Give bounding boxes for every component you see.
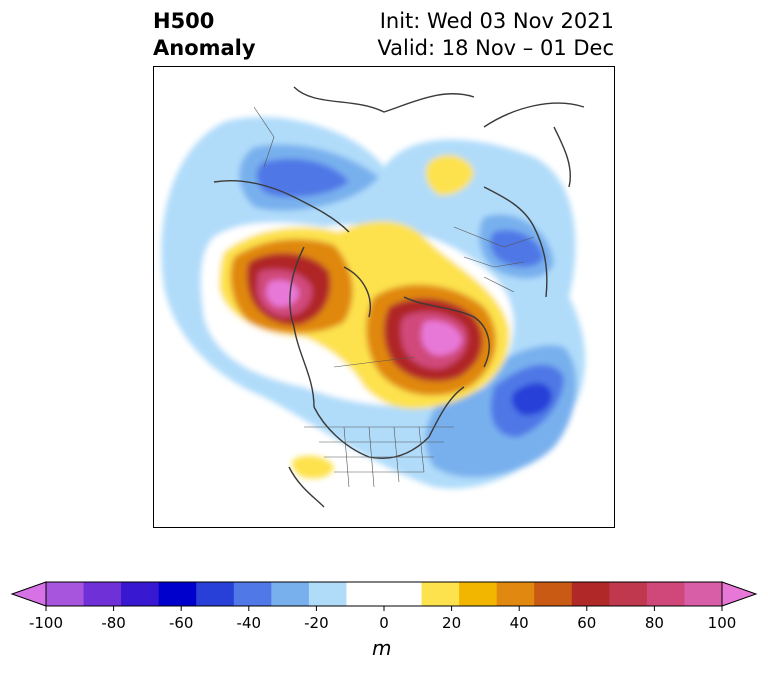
colorbar-tick-label: 80: [645, 614, 664, 632]
colorbar-segment: [646, 582, 685, 606]
colorbar-tick-label: -60: [169, 614, 194, 632]
unit-label: m: [372, 636, 392, 660]
colorbar-segment: [496, 582, 535, 606]
colorbar-segment: [233, 582, 272, 606]
negative-anomaly-east-inner: [490, 229, 544, 267]
colorbar-tick-label: 20: [442, 614, 461, 632]
colorbar-segment: [158, 582, 197, 606]
colorbar-tick-label: -40: [237, 614, 262, 632]
colorbar-segment: [308, 582, 347, 606]
colorbar-segment: [609, 582, 648, 606]
anomaly-fill: [161, 117, 586, 489]
positive-anomaly-north: [425, 154, 474, 196]
colorbar-svg: -100 -80 -60 -40 -20 0 20 40 60 80 100: [10, 581, 758, 632]
colorbar-extend-min: [10, 581, 47, 607]
positive-anomaly-south: [292, 455, 334, 479]
colorbar-segment: [571, 582, 610, 606]
colorbar-segment: [121, 582, 160, 606]
colorbar-tick-label: 100: [708, 614, 737, 632]
colorbar-segment: [271, 582, 310, 606]
coastlines: [213, 86, 585, 508]
colorbar-segment: [83, 582, 122, 606]
colorbar: -100 -80 -60 -40 -20 0 20 40 60 80 100: [0, 570, 768, 673]
colorbar-segment: [684, 582, 723, 606]
colorbar-segment: [459, 582, 498, 606]
map-title: H500 Anomaly: [153, 8, 256, 62]
init-date: Init: Wed 03 Nov 2021: [379, 9, 614, 33]
positive-anomaly-core-east: [421, 320, 462, 356]
colorbar-extend-max: [721, 581, 758, 607]
map-svg: [161, 86, 586, 508]
colorbar-segment: [196, 582, 235, 606]
valid-dates: Init: Wed 03 Nov 2021 Valid: 18 Nov – 01…: [377, 8, 614, 62]
colorbar-tick-label: 60: [577, 614, 596, 632]
colorbar-segment: [346, 582, 385, 606]
colorbar-segment: [421, 582, 460, 606]
colorbar-tick-label: -100: [29, 614, 63, 632]
colorbar-tick-label: -80: [101, 614, 126, 632]
negative-anomaly-atlantic-core: [511, 382, 552, 416]
political-borders: [253, 106, 535, 488]
colorbar-tick-label: -20: [304, 614, 329, 632]
valid-range: Valid: 18 Nov – 01 Dec: [377, 36, 614, 60]
title-field: H500: [153, 9, 215, 33]
negative-anomaly-inner-west: [256, 158, 349, 198]
colorbar-ticks: -100 -80 -60 -40 -20 0 20 40 60 80 100: [29, 606, 736, 632]
colorbar-segment: [534, 582, 573, 606]
colorbar-segment: [46, 582, 85, 606]
anomaly-map: [153, 66, 615, 528]
colorbar-segments: [10, 581, 758, 607]
colorbar-tick-label: 40: [510, 614, 529, 632]
colorbar-segment: [384, 582, 423, 606]
colorbar-tick-label: 0: [379, 614, 389, 632]
title-type: Anomaly: [153, 36, 256, 60]
